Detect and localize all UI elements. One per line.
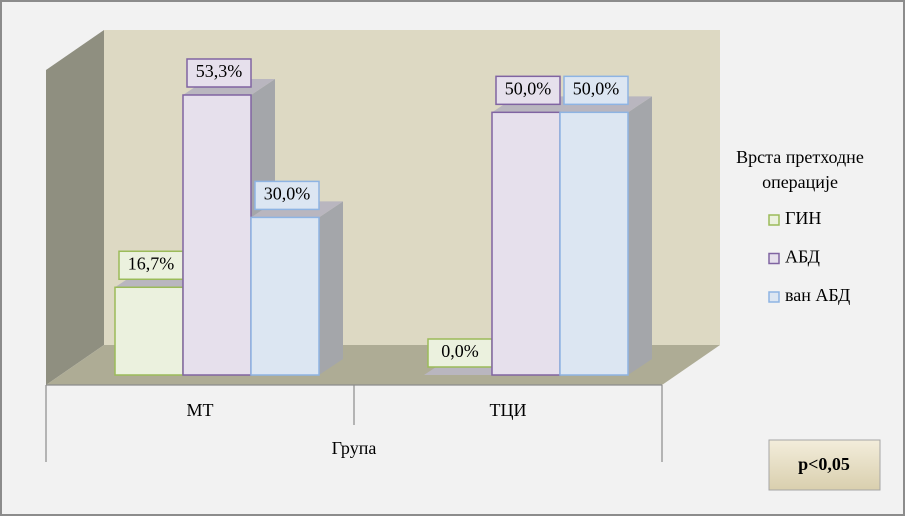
bar [559, 111, 629, 376]
value-label: 0,0% [441, 341, 479, 361]
legend-label: АБД [785, 247, 820, 267]
x-tick-label: ТЦИ [490, 400, 527, 420]
side-wall [46, 30, 104, 385]
legend-title: Врста претходне операције [736, 147, 864, 192]
bar [491, 111, 561, 376]
legend-swatch [768, 214, 780, 226]
value-label-box [495, 75, 561, 106]
value-label: 50,0% [505, 78, 552, 98]
legend-swatch [768, 291, 780, 303]
value-label-box [427, 338, 493, 368]
bar [250, 216, 320, 376]
bar-side [628, 96, 652, 375]
value-label-box [563, 75, 629, 106]
value-label-box [254, 180, 320, 211]
bar [114, 286, 184, 376]
annotation-box [768, 439, 881, 491]
x-tick-label: МТ [187, 400, 214, 420]
x-axis-label: Група [332, 438, 377, 458]
value-label: 30,0% [264, 184, 311, 204]
annotation: p<0,05 [798, 454, 850, 474]
value-label: 16,7% [128, 253, 175, 273]
bar-side [319, 201, 343, 375]
value-label: 53,3% [196, 61, 243, 81]
value-label: 50,0% [573, 78, 620, 98]
value-label-box [186, 58, 252, 88]
bar [182, 94, 252, 376]
legend-swatch [768, 252, 780, 265]
legend-label: ван АБД [785, 285, 850, 305]
legend-label: ГИН [785, 208, 821, 228]
x-axis [45, 384, 663, 462]
